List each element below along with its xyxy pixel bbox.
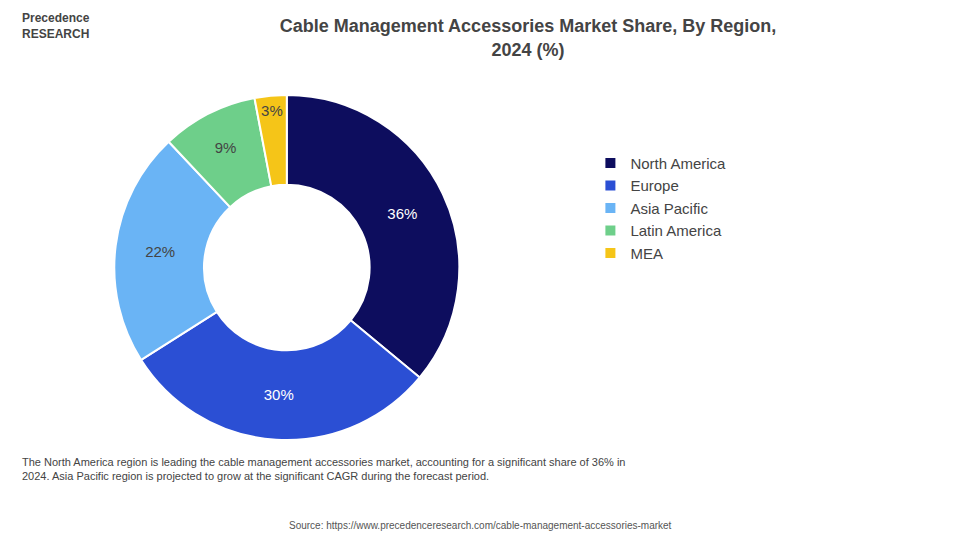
svg-text:30%: 30% xyxy=(264,386,294,403)
svg-text:The North America region is le: The North America region is leading the … xyxy=(22,456,626,482)
svg-text:9%: 9% xyxy=(215,139,237,156)
svg-text:Latin America: Latin America xyxy=(630,222,722,239)
svg-text:North America: North America xyxy=(630,155,726,172)
svg-text:36%: 36% xyxy=(387,205,417,222)
svg-text:Source: https://www.precedence: Source: https://www.precedenceresearch.c… xyxy=(289,520,672,531)
svg-text:Cable Management Accessories M: Cable Management Accessories Market Shar… xyxy=(280,16,777,59)
svg-text:Europe: Europe xyxy=(630,177,678,194)
svg-text:Asia Pacific: Asia Pacific xyxy=(630,200,708,217)
svg-text:3%: 3% xyxy=(261,102,283,119)
svg-text:MEA: MEA xyxy=(630,245,663,262)
svg-text:PrecedenceRESEARCH: PrecedenceRESEARCH xyxy=(22,11,90,41)
svg-text:22%: 22% xyxy=(145,243,175,260)
